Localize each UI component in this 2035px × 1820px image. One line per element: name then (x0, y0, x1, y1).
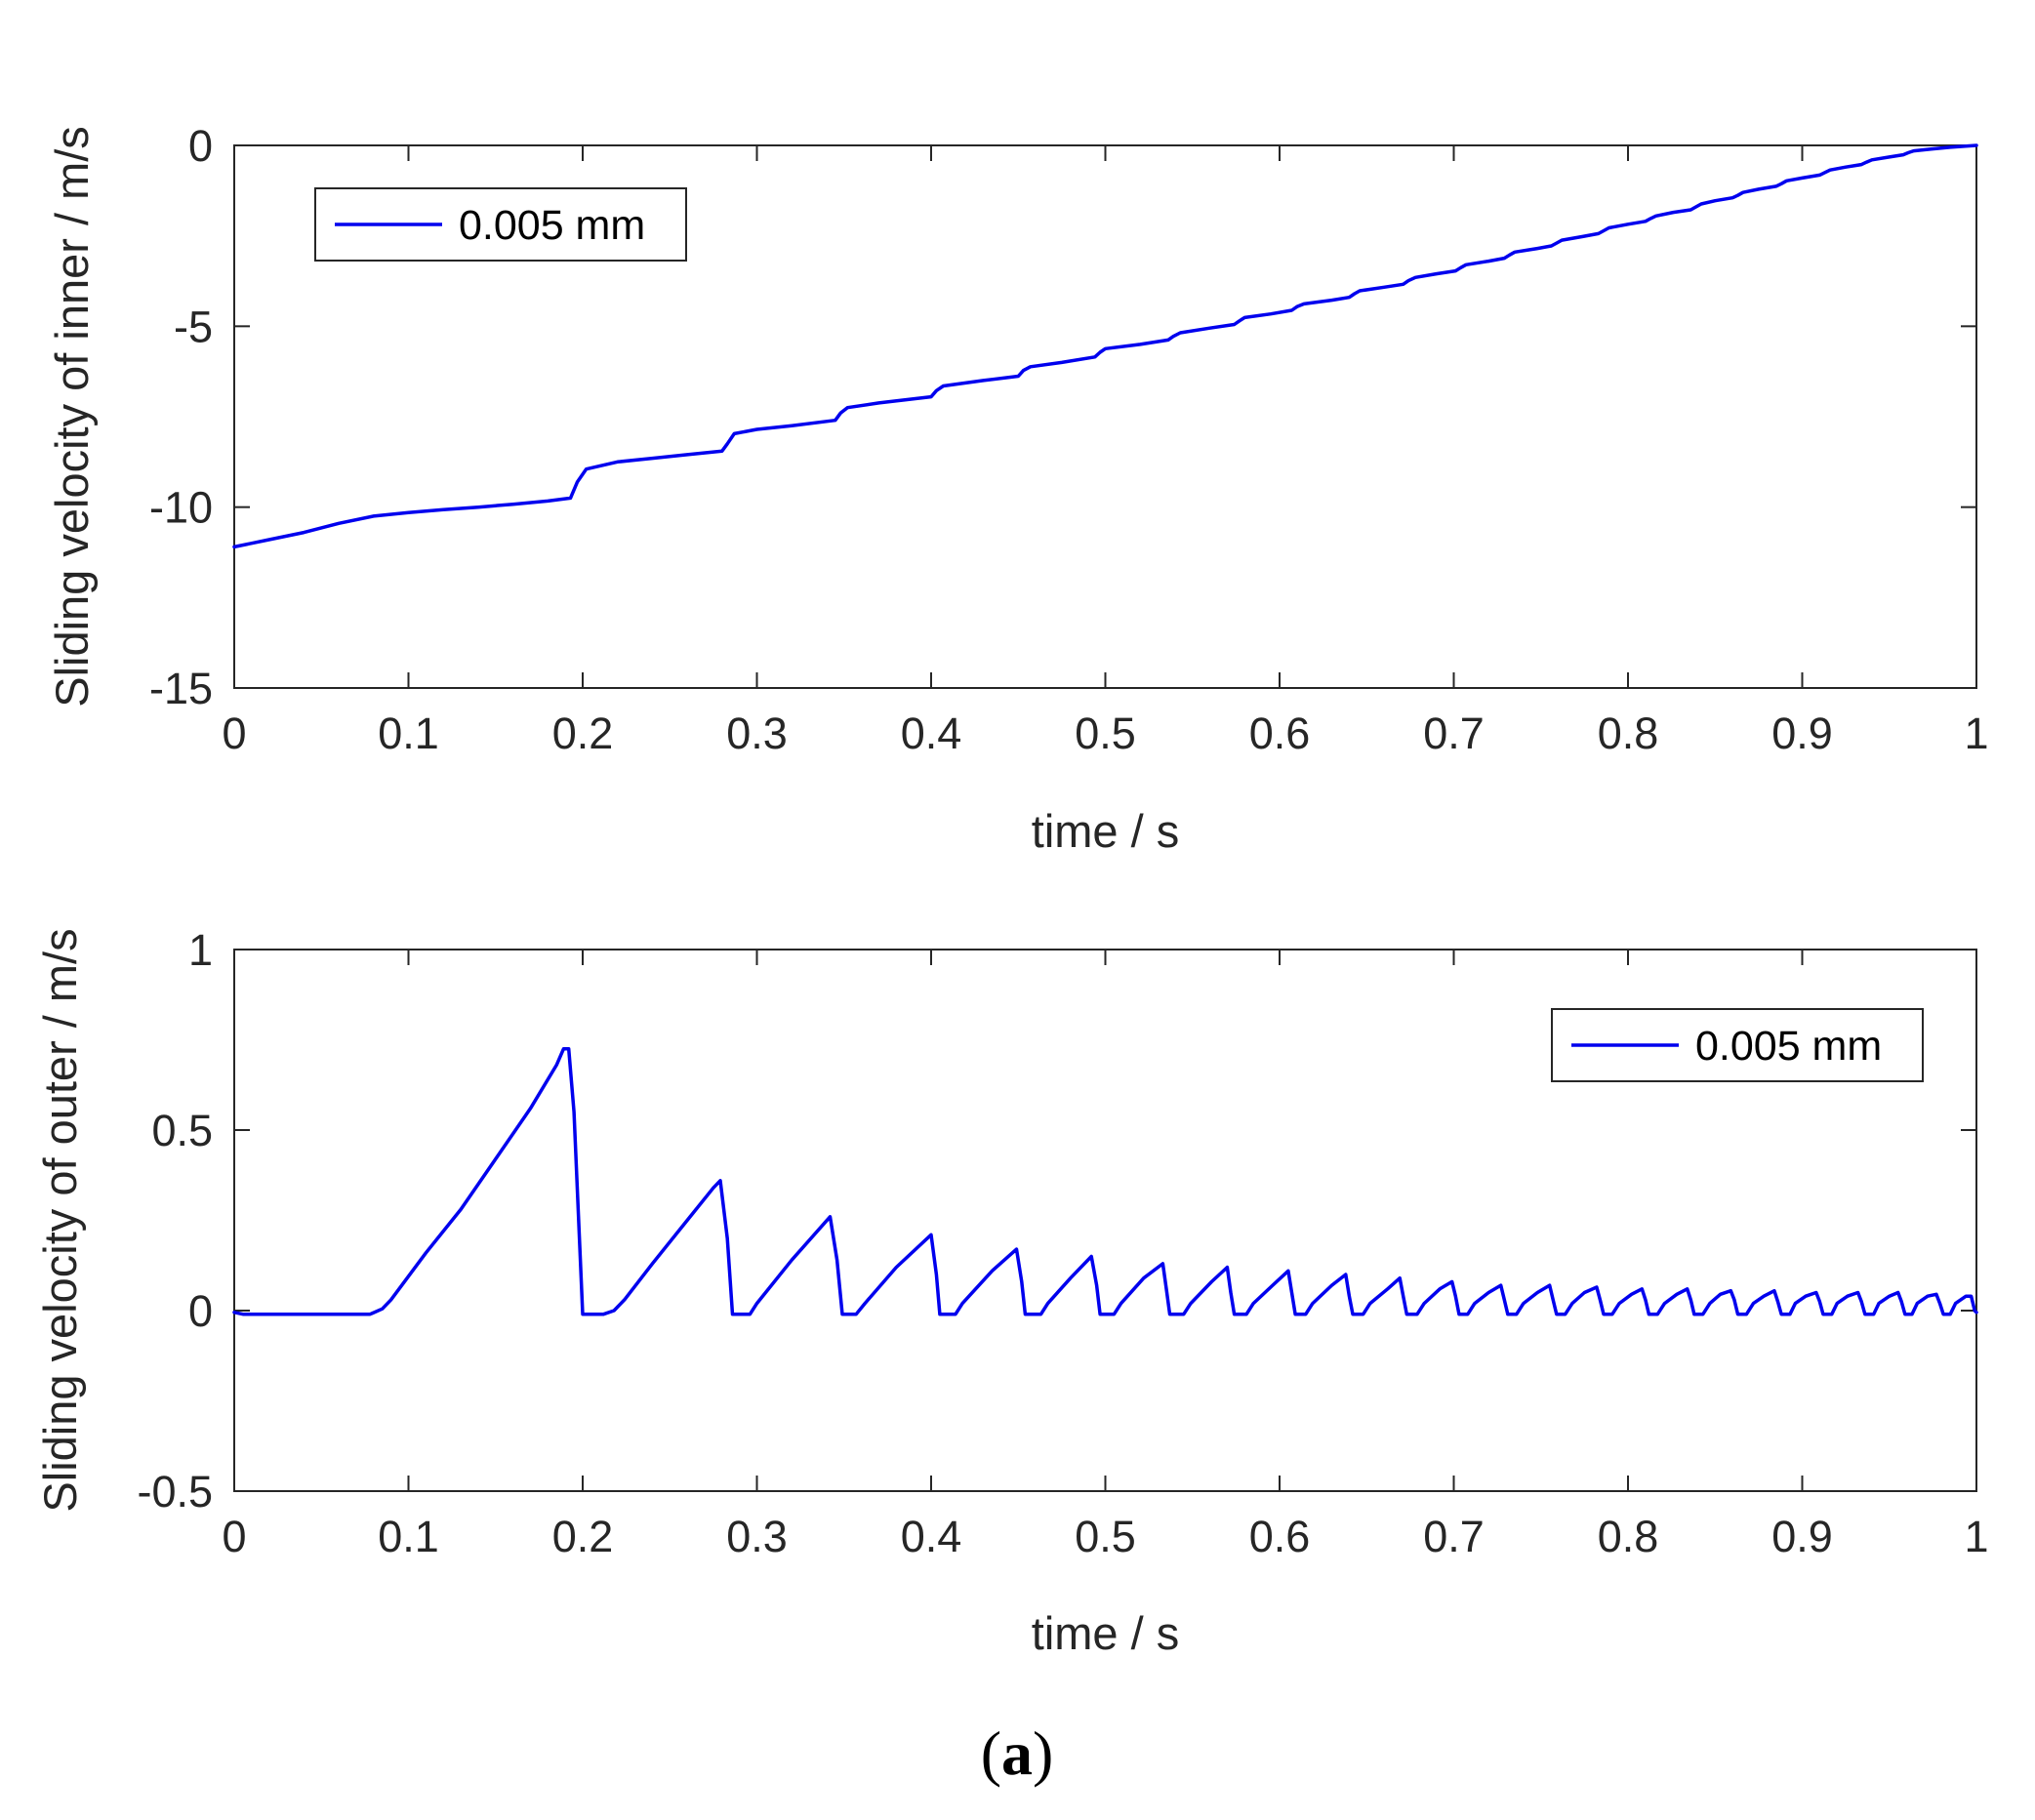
y-tick-label: -0.5 (137, 1467, 213, 1517)
x-tick-label: 0.2 (552, 1512, 614, 1561)
series-line-0 (232, 143, 1978, 549)
x-tick-label: 0.5 (1075, 708, 1136, 758)
x-tick-label: 0.1 (378, 1512, 439, 1561)
x-tick-label: 0 (222, 708, 246, 758)
x-tick-label: 0.9 (1771, 1512, 1833, 1561)
x-tick-label: 0.6 (1249, 1512, 1311, 1561)
y-axis-label: Sliding velocity of outer / m/s (34, 928, 86, 1512)
x-tick-label: 0.4 (901, 1512, 962, 1561)
x-tick-label: 1 (1964, 1512, 1988, 1561)
caption-close-paren: ) (1033, 1719, 1053, 1788)
legend: 0.005 mm (1551, 1008, 1924, 1082)
y-tick-label: 1 (188, 925, 213, 975)
legend: 0.005 mm (314, 187, 687, 262)
caption-letter: a (1001, 1719, 1033, 1788)
y-tick-label: -5 (174, 302, 213, 351)
legend-label: 0.005 mm (459, 202, 645, 249)
x-axis-label: time / s (1032, 1607, 1179, 1659)
y-tick-label: 0 (188, 1286, 213, 1336)
y-tick-label: -10 (149, 483, 213, 533)
x-tick-label: 0.6 (1249, 708, 1311, 758)
y-axis-label: Sliding velocity of inner / m/s (46, 126, 98, 708)
x-tick-label: 0 (222, 1512, 246, 1561)
caption-open-paren: ( (981, 1719, 1001, 1788)
x-axis-label: time / s (1032, 805, 1179, 857)
chart-outer-sliding-velocity: 0 0.1 0.2 0.3 0.4 0.5 0.6 0.7 0.8 0.9 1-0.500.51ti… (34, 925, 1989, 1659)
legend-label: 0.005 mm (1695, 1023, 1882, 1070)
x-tick-label: 0.3 (726, 708, 788, 758)
x-tick-label: 0.8 (1598, 708, 1659, 758)
y-tick-label: 0.5 (151, 1106, 213, 1155)
y-tick-label: -15 (149, 664, 213, 713)
figure-caption: (a) (981, 1719, 1054, 1788)
x-tick-label: 0.7 (1423, 1512, 1485, 1561)
series-line-0 (232, 1047, 1978, 1316)
chart-inner-sliding-velocity: 0 0.1 0.2 0.3 0.4 0.5 0.6 0.7 0.8 0.9 1 -15 -10 -5 0 ti… (46, 121, 1989, 857)
x-tick-label: 0.2 (552, 708, 614, 758)
x-tick-label: 0.8 (1598, 1512, 1659, 1561)
x-tick-label: 0.4 (901, 708, 962, 758)
y-tick-label: 0 (188, 121, 213, 171)
x-tick-label: 0.7 (1423, 708, 1485, 758)
x-tick-label: 0.5 (1075, 1512, 1136, 1561)
legend-box (314, 187, 687, 262)
x-tick-label: 0.3 (726, 1512, 788, 1561)
x-tick-label: 0.1 (378, 708, 439, 758)
x-tick-label: 1 (1964, 708, 1988, 758)
x-tick-label: 0.9 (1771, 708, 1833, 758)
